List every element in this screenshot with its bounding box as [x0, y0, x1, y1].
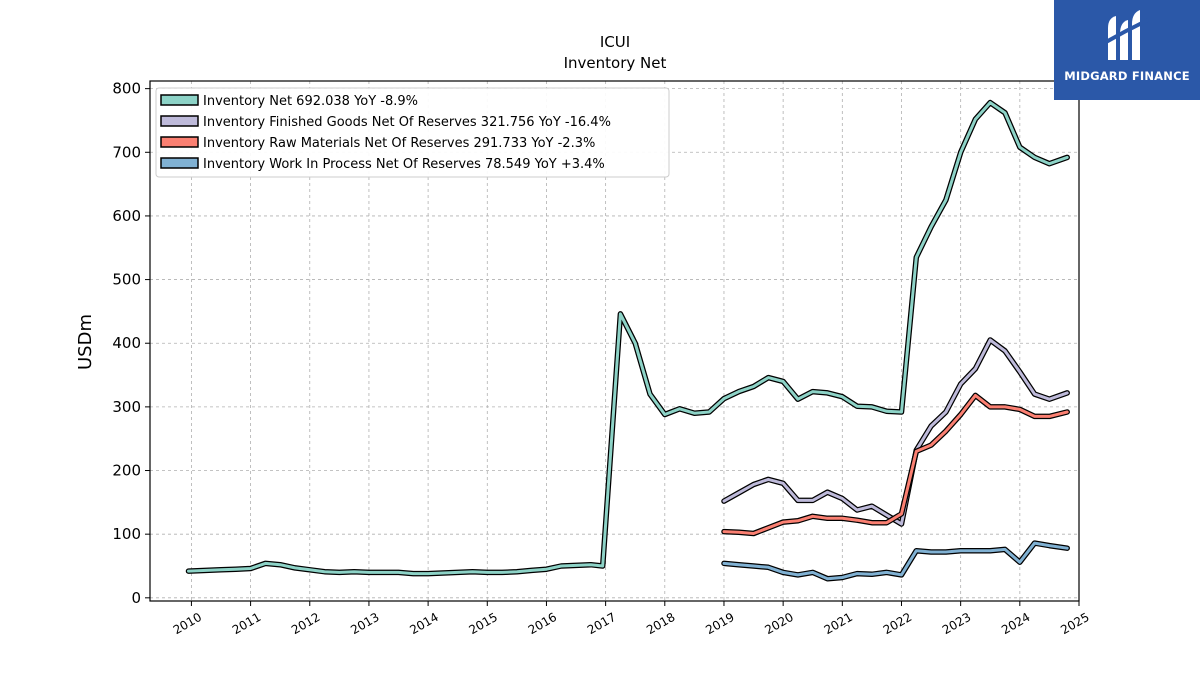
x-tick-label: 2025	[1058, 610, 1091, 637]
chart-title: ICUI	[600, 33, 630, 51]
x-tick-label: 2015	[467, 610, 500, 637]
plot-frame	[149, 80, 1080, 602]
series-line-1	[187, 101, 1069, 576]
legend-label-3: Inventory Raw Materials Net Of Reserves …	[203, 136, 595, 151]
y-tick-label: 300	[112, 398, 141, 416]
y-tick-label: 600	[112, 207, 141, 225]
x-tick-label: 2017	[585, 610, 618, 637]
legend-box	[155, 87, 670, 178]
x-tick-label: 2011	[230, 610, 263, 637]
brand-logo: MIDGARD FINANCE	[1054, 0, 1200, 100]
x-tick-label: 2010	[171, 610, 204, 637]
y-tick-label: 500	[112, 271, 141, 289]
x-tick-label: 2019	[703, 610, 736, 637]
legend-swatch-3	[160, 136, 199, 148]
x-tick-label: 2018	[644, 610, 677, 637]
y-tick-label: 100	[112, 525, 141, 543]
y-tick-label: 800	[112, 80, 141, 98]
series-line-2	[722, 338, 1069, 526]
x-tick-label: 2023	[940, 610, 973, 637]
legend: Inventory Net 692.038 YoY -8.9% Inventory…	[155, 87, 670, 178]
series-outline-3	[721, 392, 1070, 537]
y-tick-label: 200	[112, 462, 141, 480]
x-tick-label: 2016	[526, 610, 559, 637]
y-axis-label: USDm	[75, 314, 96, 370]
legend-swatch-1	[160, 94, 199, 106]
x-tick-label: 2013	[348, 610, 381, 637]
x-tick-label: 2012	[289, 610, 322, 637]
x-tick-label: 2020	[762, 610, 795, 637]
brand-mark-icon	[1105, 10, 1149, 60]
y-tick-label: 700	[112, 143, 141, 161]
chart-subtitle: Inventory Net	[564, 54, 667, 72]
x-tick-label: 2014	[407, 610, 440, 637]
brand-name: MIDGARD FINANCE	[1064, 69, 1190, 83]
legend-label-2: Inventory Finished Goods Net Of Reserves…	[203, 115, 611, 130]
series-line-3	[722, 393, 1069, 535]
legend-label-1: Inventory Net 692.038 YoY -8.9%	[203, 94, 418, 109]
legend-swatch-2	[160, 115, 199, 127]
x-tick-label: 2022	[881, 610, 914, 637]
legend-swatch-4	[160, 157, 199, 169]
legend-label-4: Inventory Work In Process Net Of Reserve…	[203, 157, 605, 172]
y-tick-label: 0	[131, 589, 141, 607]
series-line-4	[722, 541, 1069, 581]
x-tick-label: 2024	[999, 610, 1032, 637]
series-lines	[185, 99, 1070, 582]
y-tick-label: 400	[112, 334, 141, 352]
x-tick-label: 2021	[822, 610, 855, 637]
